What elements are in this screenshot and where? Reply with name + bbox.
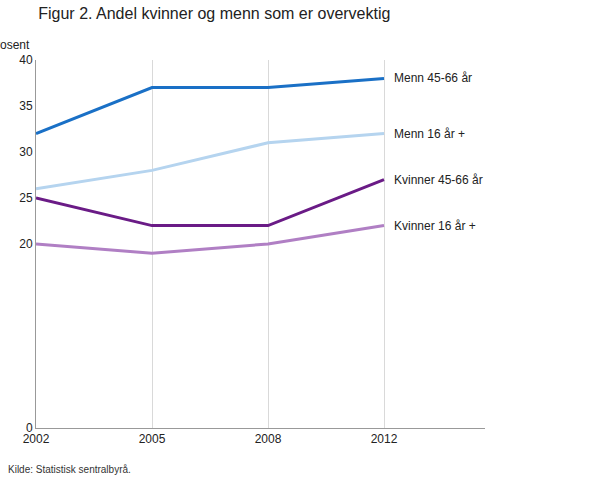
svg-text:Figur 2. Andel kvinner og menn: Figur 2. Andel kvinner og menn som er ov… [38,5,390,22]
svg-text:Prosent: Prosent [0,38,30,52]
svg-text:2005: 2005 [139,432,166,446]
svg-text:2008: 2008 [255,432,282,446]
svg-text:Menn 16 år +: Menn 16 år + [394,127,465,141]
svg-text:30: 30 [19,145,33,159]
svg-text:40: 40 [19,53,33,67]
svg-text:2002: 2002 [23,432,50,446]
svg-text:Menn 45-66 år: Menn 45-66 år [394,71,472,85]
svg-text:35: 35 [19,99,33,113]
svg-text:20: 20 [19,237,33,251]
svg-text:2012: 2012 [371,432,398,446]
svg-text:Kilde: Statistisk sentralbyrå.: Kilde: Statistisk sentralbyrå. [8,464,131,475]
svg-text:Kvinner 16 år +: Kvinner 16 år + [394,219,476,233]
svg-text:25: 25 [19,191,33,205]
svg-text:Kvinner 45-66 år: Kvinner 45-66 år [394,173,483,187]
svg-text:0: 0 [26,421,33,435]
